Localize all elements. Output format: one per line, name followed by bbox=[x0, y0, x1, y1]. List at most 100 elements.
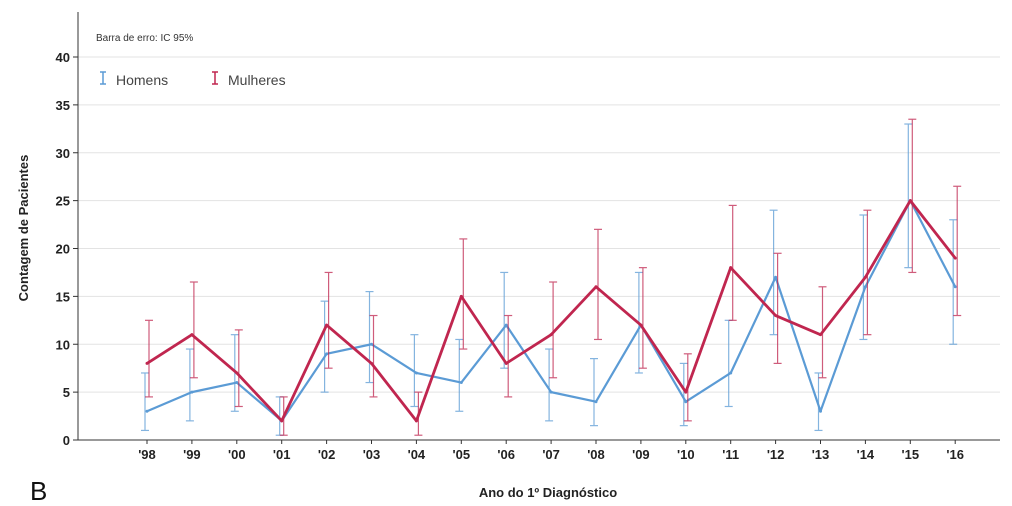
data-point-homens bbox=[235, 381, 239, 385]
data-point-homens bbox=[414, 371, 418, 375]
error-bar-mulheres bbox=[324, 271, 333, 369]
data-point-mulheres bbox=[729, 266, 733, 270]
error-bar-homens bbox=[679, 362, 688, 427]
data-point-mulheres bbox=[684, 390, 688, 394]
error-bar-homens bbox=[500, 271, 509, 369]
data-point-mulheres bbox=[639, 323, 643, 327]
y-tick-label: 0 bbox=[63, 433, 70, 448]
y-tick-label: 5 bbox=[63, 385, 70, 400]
y-tick-label: 10 bbox=[56, 337, 70, 352]
error-bar-mulheres bbox=[189, 281, 198, 379]
x-tick-label: '98 bbox=[138, 447, 156, 462]
error-bar-mulheres bbox=[908, 118, 917, 274]
error-bar-mulheres bbox=[459, 238, 468, 350]
data-point-homens bbox=[863, 285, 867, 289]
error-bar-mulheres bbox=[773, 252, 782, 364]
series-mulheres bbox=[145, 118, 962, 436]
data-point-homens bbox=[684, 400, 688, 404]
data-point-mulheres bbox=[953, 256, 957, 260]
legend-label-homens: Homens bbox=[116, 72, 168, 88]
data-point-homens bbox=[953, 285, 957, 289]
error-bar-homens bbox=[185, 348, 194, 422]
y-tick-label: 25 bbox=[56, 194, 70, 209]
data-point-mulheres bbox=[863, 275, 867, 279]
error-bar-mulheres bbox=[728, 204, 737, 321]
x-tick-label: '13 bbox=[812, 447, 830, 462]
gridlines bbox=[78, 56, 1000, 393]
data-point-homens bbox=[325, 352, 329, 356]
y-tick-label: 15 bbox=[56, 289, 70, 304]
error-bar-mulheres bbox=[953, 185, 962, 317]
data-point-homens bbox=[459, 381, 463, 385]
x-tick-label: '11 bbox=[722, 447, 739, 462]
error-bar-mulheres bbox=[234, 329, 243, 408]
error-bar-homens bbox=[814, 372, 823, 432]
error-bar-mulheres bbox=[638, 267, 647, 369]
series-line-mulheres bbox=[146, 199, 957, 423]
data-point-homens bbox=[774, 275, 778, 279]
error-bar-homens bbox=[904, 123, 913, 269]
error-bar-homens bbox=[724, 319, 733, 408]
series-homens bbox=[141, 123, 958, 436]
x-tick-label: '09 bbox=[632, 447, 650, 462]
data-point-homens bbox=[729, 371, 733, 375]
data-point-homens bbox=[504, 323, 508, 327]
data-point-mulheres bbox=[549, 333, 553, 337]
series-line-homens bbox=[146, 199, 957, 422]
legend: Homens Mulheres bbox=[100, 71, 286, 88]
error-bar-mulheres bbox=[145, 319, 153, 398]
data-point-mulheres bbox=[908, 199, 912, 203]
x-tick-label: '08 bbox=[587, 447, 605, 462]
data-point-homens bbox=[145, 409, 149, 413]
error-bar-homens bbox=[365, 290, 374, 384]
data-point-mulheres bbox=[325, 323, 329, 327]
y-tick-label: 35 bbox=[56, 98, 70, 113]
x-tick-label: '16 bbox=[946, 447, 964, 462]
legend-label-mulheres: Mulheres bbox=[228, 72, 286, 88]
error-bar-homens bbox=[141, 372, 149, 432]
data-point-homens bbox=[594, 400, 598, 404]
data-point-homens bbox=[370, 342, 373, 346]
x-tick-label: '10 bbox=[677, 447, 695, 462]
x-tick-label: '04 bbox=[408, 447, 426, 462]
error-bar-homens bbox=[859, 214, 868, 341]
error-bar-homens bbox=[455, 338, 464, 412]
legend-item-homens: Homens bbox=[100, 71, 168, 88]
data-point-mulheres bbox=[414, 419, 418, 423]
y-axis-title: Contagem de Pacientes bbox=[16, 155, 31, 302]
y-tick-label: 30 bbox=[56, 146, 70, 161]
x-tick-label: '02 bbox=[318, 447, 336, 462]
y-tick-labels: 0 5 10 15 20 25 30 35 40 bbox=[56, 50, 78, 448]
error-bar-note: Barra de erro: IC 95% bbox=[96, 33, 193, 44]
x-tick-label: '99 bbox=[183, 447, 201, 462]
x-axis-title: Ano do 1º Diagnóstico bbox=[479, 485, 617, 500]
y-tick-label: 20 bbox=[56, 242, 70, 257]
x-tick-label: '01 bbox=[273, 447, 291, 462]
error-bar-mulheres bbox=[594, 228, 602, 341]
legend-item-mulheres: Mulheres bbox=[212, 71, 286, 88]
series bbox=[141, 118, 962, 436]
legend-marker-mulheres bbox=[212, 71, 218, 85]
axes bbox=[77, 12, 1000, 441]
panel-label: B bbox=[30, 476, 47, 506]
data-point-mulheres bbox=[190, 333, 194, 337]
x-tick-label: '15 bbox=[902, 447, 920, 462]
x-tick-labels: '98 '99 '00 '01 '02 '03 '04 '05 '06 '07 '08 '09 '10 '… bbox=[138, 440, 964, 462]
x-tick-label: '00 bbox=[228, 447, 246, 462]
error-bar-mulheres bbox=[549, 281, 558, 379]
x-tick-label: '07 bbox=[542, 447, 560, 462]
data-point-homens bbox=[549, 390, 553, 394]
data-point-mulheres bbox=[145, 361, 149, 365]
error-bar-homens bbox=[320, 300, 329, 393]
data-point-homens bbox=[190, 390, 194, 394]
data-point-mulheres bbox=[280, 419, 284, 423]
error-bar-homens bbox=[545, 348, 554, 422]
x-tick-label: '05 bbox=[453, 447, 471, 462]
x-tick-label: '03 bbox=[363, 447, 381, 462]
data-point-mulheres bbox=[504, 361, 508, 365]
x-tick-label: '14 bbox=[857, 447, 875, 462]
y-tick-label: 40 bbox=[56, 50, 70, 65]
x-tick-label: '12 bbox=[767, 447, 785, 462]
legend-marker-homens bbox=[100, 71, 106, 85]
